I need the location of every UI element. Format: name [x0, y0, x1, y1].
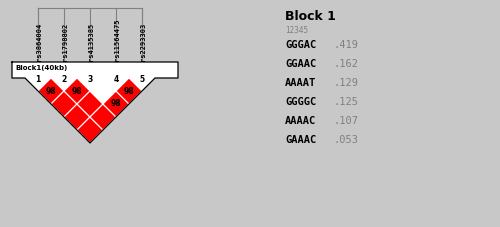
Text: rs11564475: rs11564475: [114, 18, 120, 61]
Polygon shape: [116, 78, 142, 104]
Text: rs4135385: rs4135385: [88, 23, 94, 61]
Text: 98: 98: [124, 86, 134, 96]
Polygon shape: [38, 78, 64, 104]
Text: rs2293303: rs2293303: [140, 23, 146, 61]
Polygon shape: [90, 78, 116, 104]
Text: .125: .125: [333, 97, 358, 107]
Text: Block 1: Block 1: [285, 10, 336, 23]
Text: 5: 5: [140, 75, 144, 84]
Text: 1: 1: [36, 75, 41, 84]
Text: AAAAC: AAAAC: [285, 116, 316, 126]
Text: GAAAC: GAAAC: [285, 135, 316, 145]
Text: .129: .129: [333, 78, 358, 88]
Text: 3: 3: [88, 75, 92, 84]
Text: rs1798802: rs1798802: [62, 23, 68, 61]
Text: GGGGC: GGGGC: [285, 97, 316, 107]
Text: 4: 4: [114, 75, 118, 84]
Polygon shape: [90, 104, 116, 130]
Text: GGAAC: GGAAC: [285, 59, 316, 69]
Polygon shape: [77, 91, 103, 117]
Text: AAAAT: AAAAT: [285, 78, 316, 88]
Polygon shape: [103, 91, 129, 117]
Text: 98: 98: [72, 86, 83, 96]
Text: GGGAC: GGGAC: [285, 40, 316, 50]
Text: 98: 98: [110, 99, 122, 109]
Text: .107: .107: [333, 116, 358, 126]
Polygon shape: [64, 104, 90, 130]
Polygon shape: [77, 117, 103, 143]
Text: 98: 98: [46, 86, 56, 96]
Polygon shape: [51, 91, 77, 117]
Text: .162: .162: [333, 59, 358, 69]
Text: 12345: 12345: [285, 26, 308, 35]
Text: 2: 2: [62, 75, 66, 84]
Text: rs3864004: rs3864004: [36, 23, 42, 61]
Text: Block1(40kb): Block1(40kb): [15, 65, 67, 71]
Text: .053: .053: [333, 135, 358, 145]
Text: .419: .419: [333, 40, 358, 50]
Polygon shape: [12, 62, 178, 143]
Polygon shape: [64, 78, 90, 104]
